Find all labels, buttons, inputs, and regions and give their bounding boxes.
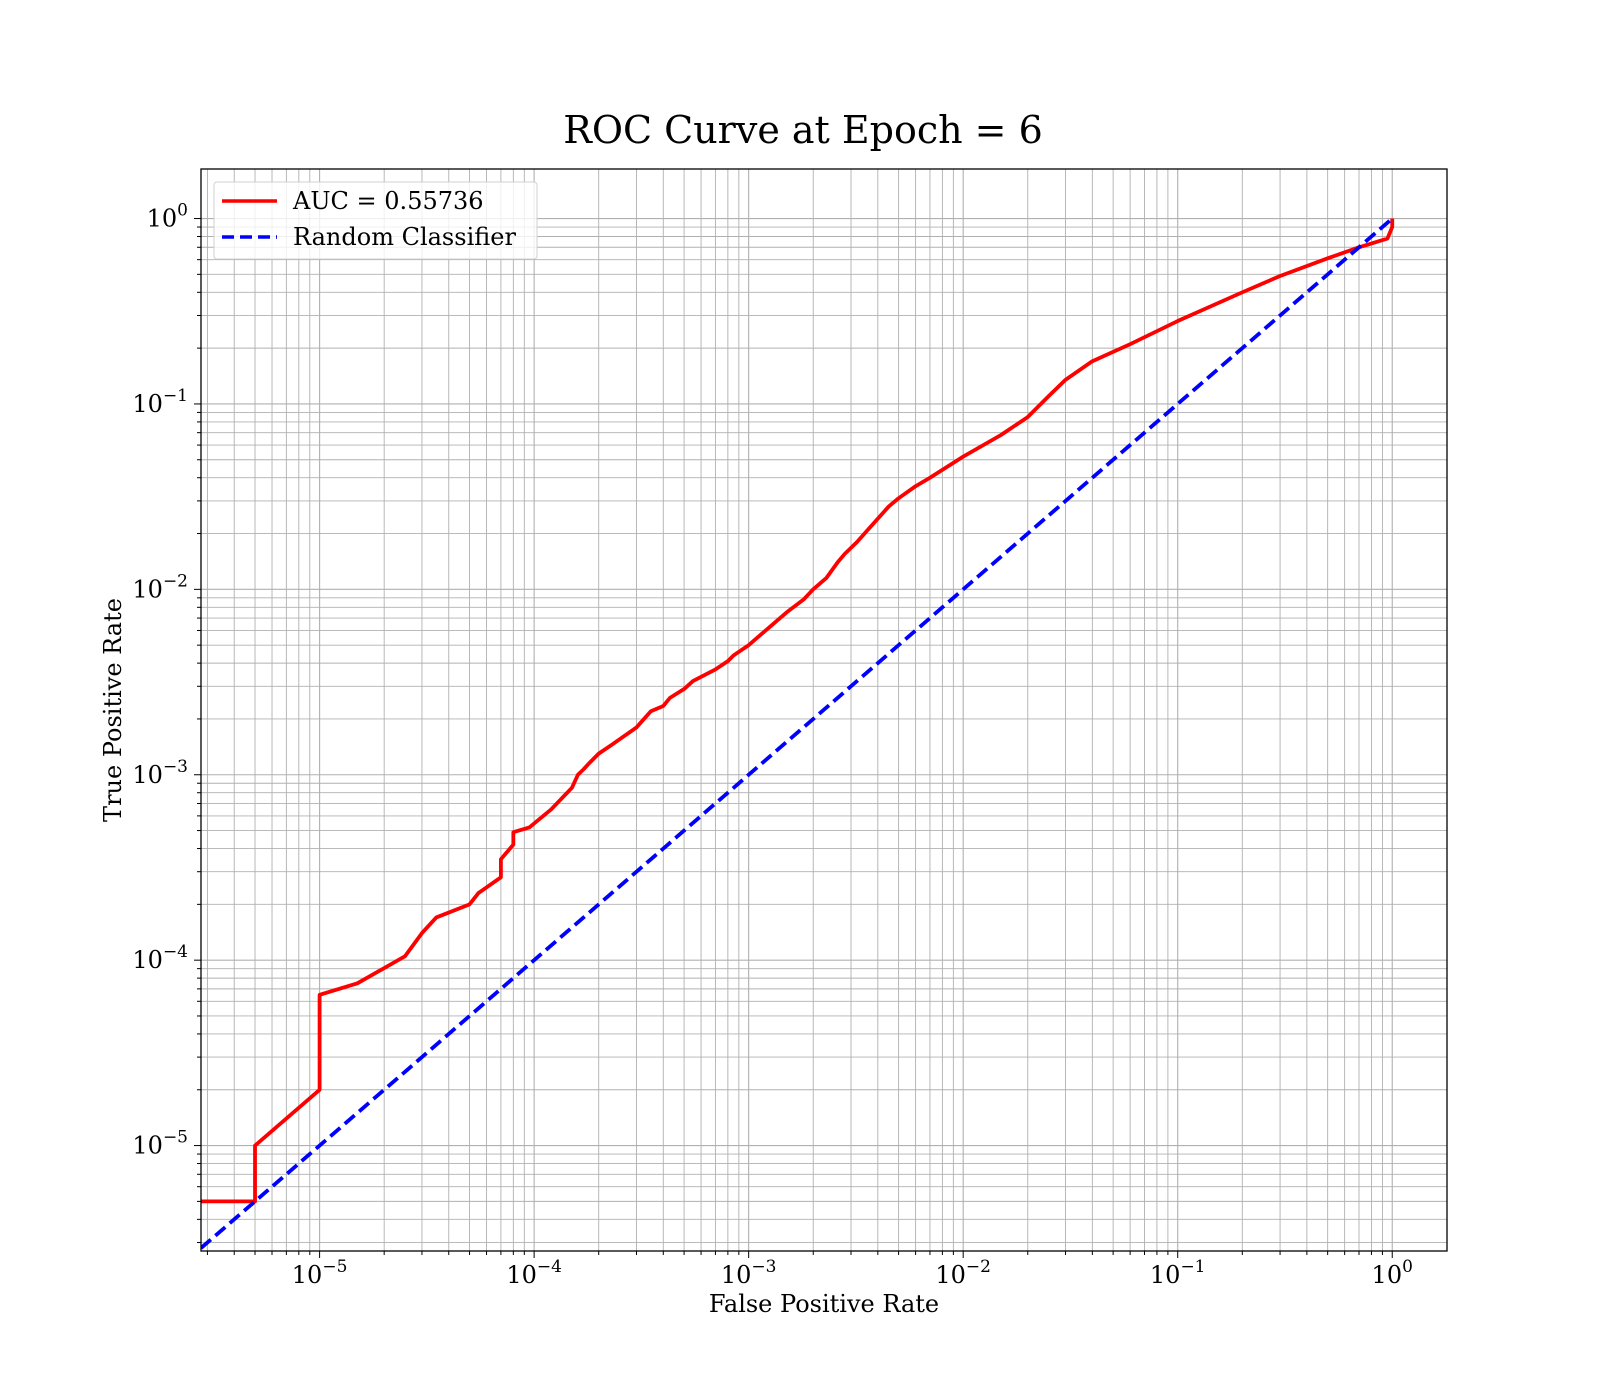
- plot-frame: [200, 168, 1448, 1252]
- y-tick-label: 10−3: [132, 757, 188, 789]
- y-tick-label: 100: [147, 201, 188, 233]
- x-axis-label: False Positive Rate: [709, 1290, 939, 1318]
- x-tick-label: 10−1: [1150, 1257, 1206, 1289]
- y-tick-label: 10−2: [132, 571, 188, 603]
- x-tick-label: 10−4: [506, 1257, 562, 1289]
- random-classifier-line: [201, 217, 1394, 1250]
- y-axis-label: True Positive Rate: [99, 598, 127, 822]
- axis-ticks: 10−5 10−4 10−3 10−2 10−1 100 10−5 10−4 10−3 10−2 1…: [132, 201, 1413, 1289]
- legend-label-auc: AUC = 0.55736: [292, 187, 484, 215]
- legend-box: [213, 181, 538, 260]
- x-tick-label: 10−3: [721, 1257, 777, 1289]
- y-tick-label: 10−1: [132, 386, 188, 418]
- x-tick-label: 10−5: [292, 1257, 348, 1289]
- legend: AUC = 0.55736 Random Classifier: [213, 181, 538, 260]
- chart-title: ROC Curve at Epoch = 6: [563, 108, 1043, 152]
- series-layer: [201, 217, 1395, 1250]
- y-tick-label: 10−4: [132, 942, 188, 974]
- y-tick-label: 10−5: [132, 1128, 188, 1160]
- legend-label-random: Random Classifier: [293, 223, 516, 251]
- roc-curve-line: [201, 218, 1395, 1204]
- x-tick-label: 10−2: [935, 1257, 991, 1289]
- x-tick-label: 100: [1372, 1257, 1413, 1289]
